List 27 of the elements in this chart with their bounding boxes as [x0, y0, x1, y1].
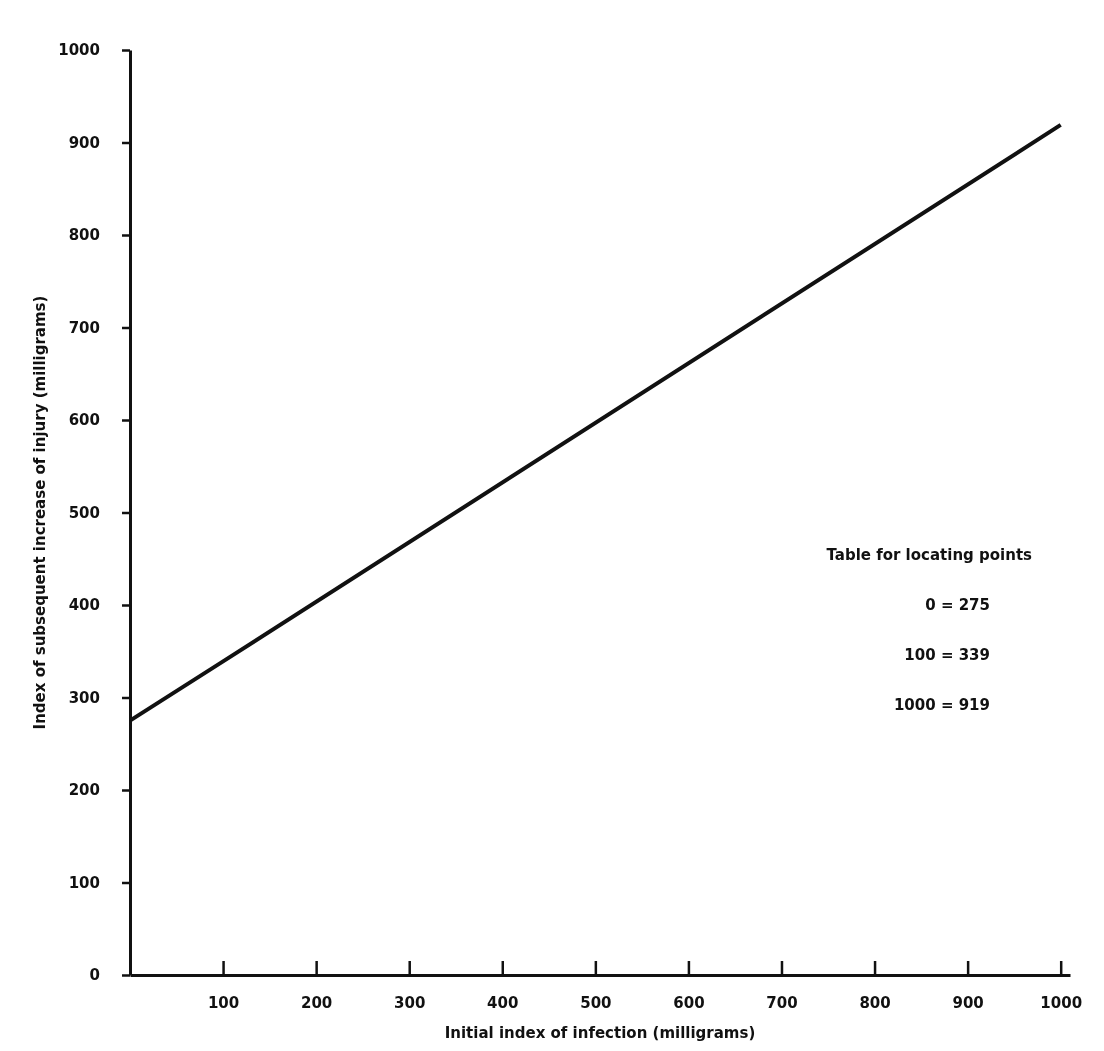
y-tick-label: 600 — [68, 411, 100, 430]
annotation: 1000 = 919 — [893, 696, 990, 714]
y-tick-label: 700 — [68, 318, 100, 337]
x-tick-label: 500 — [580, 993, 612, 1012]
x-tick-label: 1000 — [1040, 993, 1083, 1012]
y-tick-label: 800 — [68, 226, 100, 245]
y-tick-label: 100 — [68, 873, 100, 892]
y-tick-label: 300 — [68, 688, 100, 707]
x-axis-title: Initial index of infection (milligrams) — [444, 1024, 756, 1042]
x-tick-label: 200 — [300, 993, 333, 1012]
x-tick-label: 800 — [859, 993, 891, 1012]
y-axis-title: Index of subsequent increase of injury (milligrams) — [31, 295, 49, 730]
x-tick-label: 600 — [673, 993, 705, 1012]
y-tick-label: 500 — [68, 503, 100, 522]
x-tick-label: 700 — [766, 993, 798, 1012]
y-tick-label: 200 — [68, 781, 100, 800]
annotation: 0 = 275 — [925, 596, 990, 614]
y-tick-label: 1000 — [58, 41, 100, 60]
x-tick-label: 100 — [207, 993, 240, 1012]
annotation: Table for locating points — [826, 546, 1033, 564]
x-tick-label: 900 — [952, 993, 984, 1012]
y-tick-label: 400 — [68, 596, 100, 615]
y-tick-label: 900 — [68, 133, 100, 152]
y-tick-label: 0 — [89, 966, 100, 985]
annotation: 100 = 339 — [904, 646, 990, 664]
x-tick-label: 300 — [394, 993, 426, 1012]
x-tick-label: 400 — [487, 993, 519, 1012]
